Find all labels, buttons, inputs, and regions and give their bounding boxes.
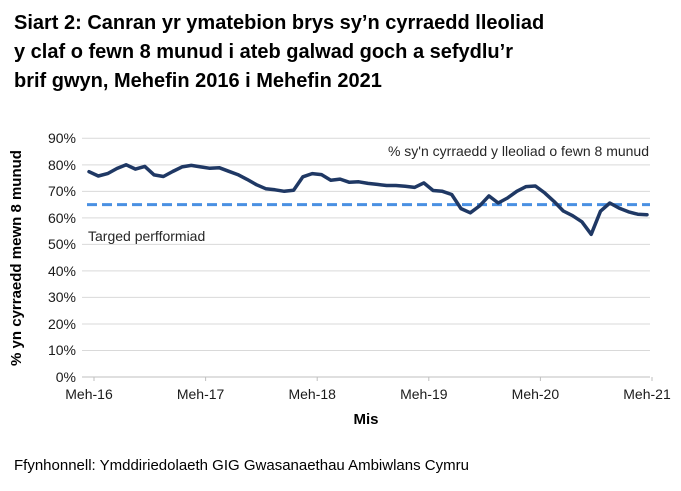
chart-title: Siart 2: Canran yr ymatebion brys sy’n c… — [14, 9, 674, 96]
chart-title-line-1: Siart 2: Canran yr ymatebion brys sy’n c… — [14, 12, 545, 34]
x-axis-tick-label: Meh-17 — [176, 386, 225, 402]
x-axis-tick-label: Meh-21 — [623, 386, 671, 402]
y-axis-tick-label: 20% — [47, 315, 76, 332]
x-axis-title: Mis — [353, 411, 379, 428]
series-legend-label: % sy'n cyrraedd y lleoliad o fewn 8 munu… — [387, 143, 649, 159]
performance-series-line — [87, 163, 649, 237]
x-axis-tick-label: Meh-18 — [288, 386, 336, 402]
y-axis-tick-label: 50% — [47, 236, 76, 253]
chart-title-line-3: brif gwyn, Mehefin 2016 i Mehefin 2021 — [14, 70, 382, 92]
y-axis-tick-label: 90% — [47, 130, 76, 147]
x-axis-tick-label: Meh-19 — [400, 386, 448, 402]
target-line-label: Targed perfformiad — [88, 228, 206, 244]
y-axis-tick-label: 10% — [47, 342, 76, 359]
y-axis-tick-label: 30% — [47, 289, 76, 306]
y-axis-tick-label: 40% — [47, 262, 76, 279]
y-axis-tick-label: 0% — [55, 369, 76, 385]
y-axis-title: % yn cyrraedd mewn 8 munud — [8, 150, 25, 366]
source-note: Ffynhonnell: Ymddiriedolaeth GIG Gwasana… — [14, 457, 469, 474]
x-axis-tick-label: Meh-16 — [65, 386, 113, 402]
y-axis-tick-label: 60% — [47, 209, 76, 226]
x-axis-tick-label: Meh-20 — [511, 386, 560, 402]
y-axis-tick-label: 70% — [47, 183, 76, 200]
y-axis-tick-label: 80% — [47, 156, 76, 173]
chart-title-line-2: y claf o fewn 8 munud i ateb galwad goch… — [14, 41, 513, 63]
